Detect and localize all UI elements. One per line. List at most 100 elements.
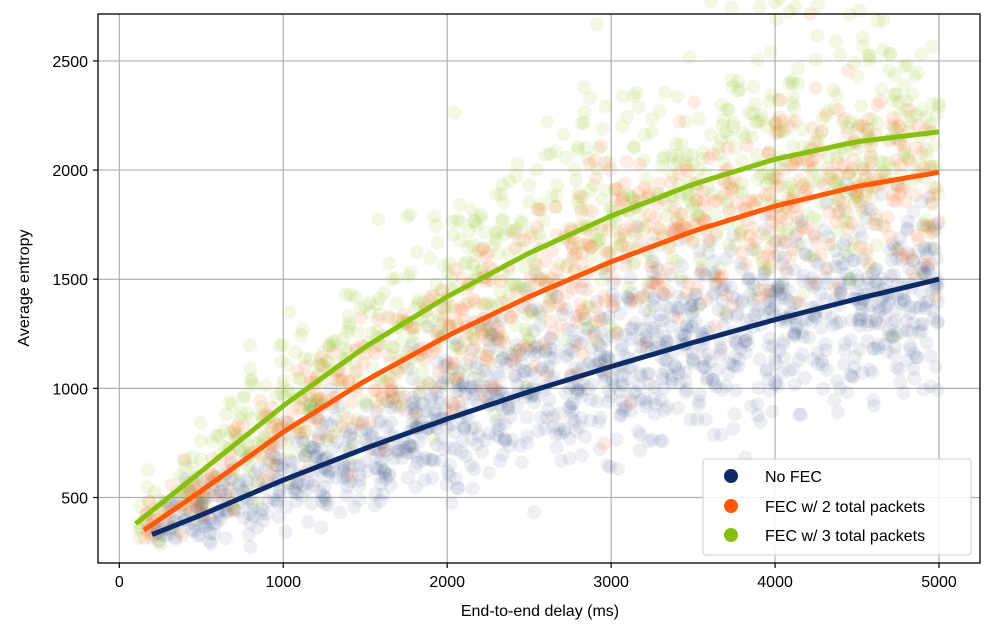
scatter-point bbox=[518, 282, 533, 297]
scatter-point bbox=[632, 332, 647, 347]
scatter-point bbox=[760, 294, 775, 308]
scatter-point bbox=[584, 392, 599, 407]
scatter-point bbox=[554, 453, 568, 468]
scatter-point bbox=[262, 456, 277, 471]
scatter-point bbox=[450, 371, 465, 386]
scatter-point bbox=[778, 291, 793, 306]
scatter-point bbox=[685, 319, 700, 334]
scatter-point bbox=[447, 105, 462, 120]
scatter-point bbox=[578, 141, 593, 156]
scatter-point bbox=[838, 336, 852, 351]
scatter-point bbox=[307, 440, 322, 455]
y-tick-label: 1000 bbox=[52, 381, 88, 398]
scatter-point bbox=[427, 405, 441, 420]
scatter-point bbox=[787, 295, 802, 310]
scatter-point bbox=[927, 281, 942, 296]
scatter-point bbox=[812, 174, 827, 189]
scatter-point bbox=[479, 368, 494, 383]
scatter-point bbox=[710, 362, 725, 377]
scatter-point bbox=[814, 247, 828, 262]
scatter-point bbox=[756, 307, 771, 322]
scatter-point bbox=[790, 76, 805, 91]
scatter-point bbox=[575, 190, 590, 204]
scatter-point bbox=[317, 489, 332, 504]
scatter-point bbox=[741, 271, 756, 286]
scatter-point bbox=[509, 279, 524, 294]
scatter-point bbox=[464, 421, 479, 436]
scatter-point bbox=[256, 513, 271, 528]
scatter-point bbox=[570, 194, 585, 209]
scatter-point bbox=[552, 256, 567, 271]
scatter-point bbox=[869, 261, 884, 276]
scatter-point bbox=[569, 245, 584, 260]
scatter-point bbox=[657, 85, 672, 100]
scatter-point bbox=[775, 276, 790, 291]
scatter-point bbox=[832, 275, 847, 290]
scatter-point bbox=[735, 245, 750, 260]
scatter-point bbox=[714, 427, 729, 442]
scatter-point bbox=[864, 314, 879, 329]
scatter-point bbox=[555, 307, 570, 322]
scatter-point bbox=[691, 209, 706, 224]
scatter-point bbox=[564, 396, 579, 411]
scatter-point bbox=[826, 83, 841, 98]
scatter-point bbox=[761, 372, 776, 387]
scatter-point bbox=[843, 332, 858, 347]
scatter-point bbox=[861, 275, 876, 290]
scatter-point bbox=[444, 270, 459, 285]
scatter-point bbox=[837, 147, 852, 162]
scatter-point bbox=[242, 507, 257, 521]
scatter-point bbox=[685, 298, 700, 313]
scatter-point bbox=[796, 329, 811, 344]
scatter-point bbox=[592, 233, 607, 248]
scatter-point bbox=[915, 218, 930, 233]
scatter-point bbox=[757, 264, 772, 279]
scatter-point bbox=[601, 350, 616, 365]
scatter-point bbox=[878, 300, 893, 315]
scatter-point bbox=[917, 254, 931, 269]
scatter-point bbox=[626, 190, 640, 205]
scatter-point bbox=[456, 376, 471, 391]
scatter-point bbox=[672, 114, 687, 129]
scatter-point bbox=[727, 349, 742, 364]
scatter-point bbox=[692, 394, 706, 409]
scatter-point bbox=[672, 166, 687, 181]
scatter-point bbox=[896, 78, 911, 93]
scatter-point bbox=[269, 451, 284, 466]
scatter-point bbox=[381, 348, 396, 362]
scatter-point bbox=[787, 325, 802, 340]
scatter-point bbox=[410, 244, 424, 259]
scatter-point bbox=[538, 344, 553, 359]
scatter-point bbox=[326, 429, 340, 444]
scatter-point bbox=[705, 289, 720, 304]
scatter-point bbox=[656, 286, 671, 301]
scatter-point bbox=[518, 364, 533, 379]
scatter-point bbox=[665, 148, 680, 163]
scatter-point bbox=[866, 392, 881, 407]
scatter-point bbox=[322, 356, 337, 371]
scatter-point bbox=[772, 222, 787, 236]
scatter-point bbox=[773, 92, 788, 107]
scatter-point bbox=[528, 267, 543, 282]
scatter-point bbox=[534, 340, 549, 355]
scatter-point bbox=[925, 188, 940, 203]
scatter-point bbox=[665, 168, 680, 183]
scatter-point bbox=[206, 516, 221, 531]
scatter-point bbox=[185, 523, 200, 538]
scatter-point bbox=[886, 330, 901, 345]
scatter-point bbox=[471, 378, 486, 393]
scatter-point bbox=[605, 374, 620, 389]
scatter-point bbox=[279, 500, 294, 514]
scatter-point bbox=[623, 296, 638, 311]
scatter-point bbox=[468, 420, 483, 435]
scatter-point bbox=[720, 194, 735, 209]
scatter-point bbox=[655, 434, 670, 448]
scatter-point bbox=[787, 101, 802, 116]
scatter-point bbox=[538, 254, 553, 269]
scatter-point bbox=[861, 48, 876, 63]
scatter-point bbox=[634, 234, 649, 249]
scatter-point bbox=[696, 151, 710, 166]
scatter-point bbox=[762, 305, 777, 320]
scatter-point bbox=[365, 325, 379, 340]
